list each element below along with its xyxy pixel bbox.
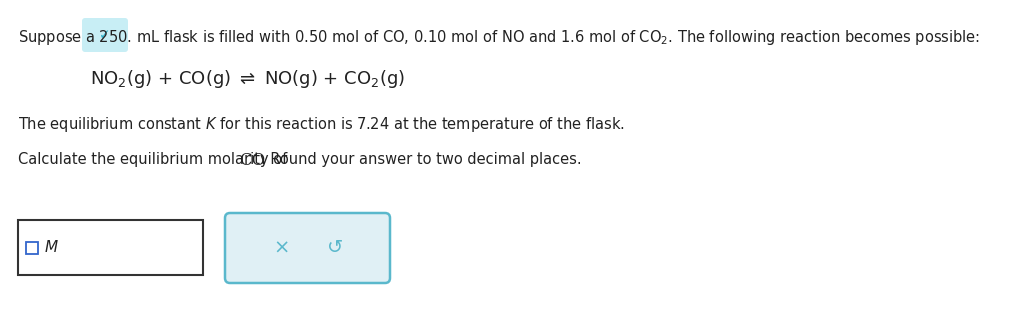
FancyBboxPatch shape bbox=[18, 220, 203, 275]
Text: $\mathit{M}$: $\mathit{M}$ bbox=[44, 239, 59, 254]
Text: . Round your answer to two decimal places.: . Round your answer to two decimal place… bbox=[261, 152, 582, 167]
Text: Calculate the equilibrium molarity of: Calculate the equilibrium molarity of bbox=[18, 152, 292, 167]
Text: NO$_2$(g) + CO(g) $\rightleftharpoons$ NO(g) + CO$_2$(g): NO$_2$(g) + CO(g) $\rightleftharpoons$ N… bbox=[90, 68, 405, 90]
Text: ✓: ✓ bbox=[99, 28, 111, 42]
FancyBboxPatch shape bbox=[82, 18, 128, 52]
FancyBboxPatch shape bbox=[225, 213, 390, 283]
Text: The equilibrium constant $\mathit{K}$ for this reaction is 7.24 at the temperatu: The equilibrium constant $\mathit{K}$ fo… bbox=[18, 115, 625, 134]
Text: ↺: ↺ bbox=[327, 239, 344, 257]
FancyBboxPatch shape bbox=[26, 242, 38, 253]
Text: ×: × bbox=[273, 239, 290, 257]
Text: CO: CO bbox=[239, 152, 265, 169]
Text: Suppose a 250. mL flask is filled with 0.50 mol of CO, 0.10 mol of NO and 1.6 mo: Suppose a 250. mL flask is filled with 0… bbox=[18, 28, 980, 47]
